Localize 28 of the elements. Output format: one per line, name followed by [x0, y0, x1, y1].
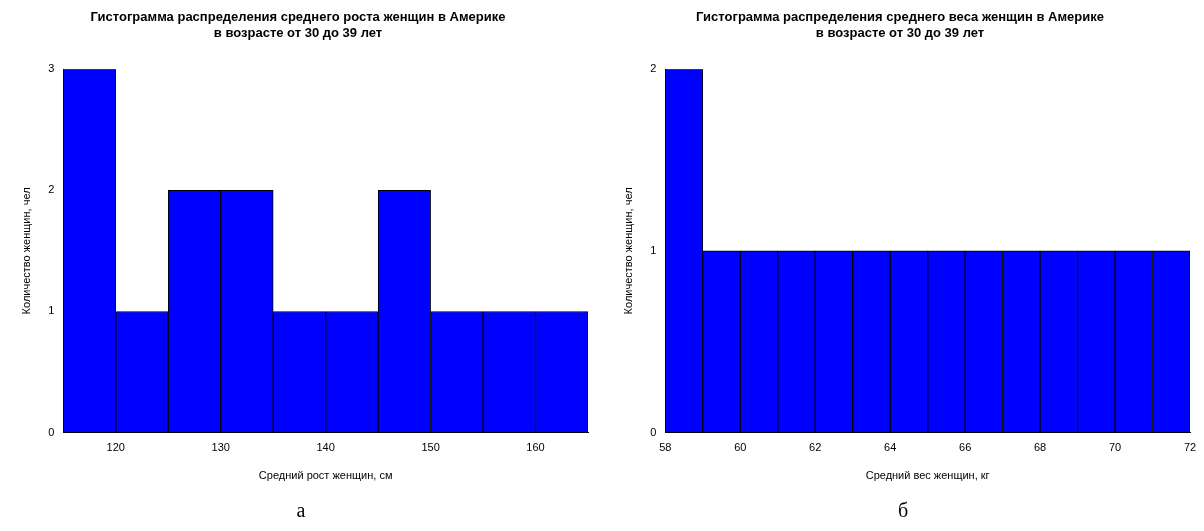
x-tick-label: 160	[526, 441, 545, 454]
text: а	[295, 499, 307, 522]
x-tick-label: 64	[884, 441, 897, 454]
y-tick-label: 0	[48, 425, 55, 438]
y-tick-label: 2	[650, 62, 657, 75]
x-tick-label: 60	[734, 441, 747, 454]
x-tick-label: 72	[1183, 441, 1197, 454]
y-axis-title: Количество женщин, чел	[19, 187, 32, 315]
y-tick-label: 1	[650, 243, 657, 256]
x-tick-label: 62	[809, 441, 822, 454]
chart-title: Гистограмма распределения среднего веса женщин в Америке в возрасте от 30 до 39 лет	[696, 9, 1104, 40]
x-tick-label: 140	[316, 441, 335, 454]
chart-title: Гистограмма распределения среднего роста женщин в Америке в возрасте от 30 до 39 лет	[90, 9, 506, 40]
text: б	[896, 499, 910, 522]
x-axis-title: Средний рост женщин, см	[258, 469, 393, 482]
x-tick-label: 150	[421, 441, 440, 454]
x-tick-label: 68	[1033, 441, 1047, 454]
y-axis-title: Количество женщин, чел	[621, 187, 634, 315]
x-tick-label: 66	[959, 441, 972, 454]
y-tick-label: 2	[48, 183, 55, 196]
y-tick-label: 1	[48, 304, 55, 317]
y-tick-label: 0	[650, 425, 657, 438]
y-tick-label: 3	[48, 62, 55, 75]
x-tick-label: 70	[1108, 441, 1122, 454]
x-axis-title: Средний вес женщин, кг	[865, 469, 990, 482]
x-tick-label: 120	[106, 441, 125, 454]
x-tick-label: 130	[211, 441, 230, 454]
x-tick-label: 58	[659, 441, 672, 454]
